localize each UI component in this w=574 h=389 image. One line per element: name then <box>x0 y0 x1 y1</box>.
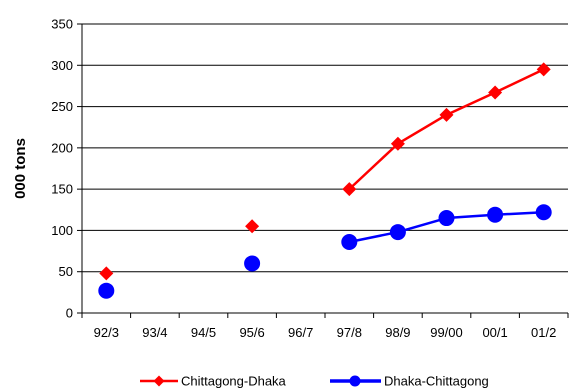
x-tick-label-95-6: 95/6 <box>239 325 264 340</box>
y-tick-label: 50 <box>59 264 73 279</box>
series-dhaka-chittagong <box>98 204 552 299</box>
legend-label-chittagong-dhaka: Chittagong-Dhaka <box>181 374 287 389</box>
legend-marker-chittagong-dhaka <box>153 375 165 387</box>
point-dhaka-chittagong-00-1 <box>487 206 504 223</box>
point-chittagong-dhaka-01-2 <box>536 62 551 77</box>
x-tick-label-00-1: 00/1 <box>482 325 507 340</box>
y-tick-label: 350 <box>51 17 73 32</box>
y-axis-ticks: 0 50 100 150 200 250 300 350 <box>51 17 82 321</box>
x-tick-label-98-9: 98/9 <box>385 325 410 340</box>
legend-label-dhaka-chittagong: Dhaka-Chittagong <box>384 374 489 389</box>
series-chittagong-dhaka <box>99 62 551 281</box>
point-chittagong-dhaka-00-1 <box>488 85 503 100</box>
x-tick-label-93-4: 93/4 <box>142 325 167 340</box>
y-tick-label: 250 <box>51 99 73 114</box>
y-tick-label: 0 <box>66 306 73 321</box>
line-segment-chittagong-dhaka <box>348 142 400 191</box>
point-dhaka-chittagong-99-00 <box>438 210 455 227</box>
line-segment-dhaka-chittagong <box>493 211 545 216</box>
legend-marker-dhaka-chittagong <box>349 375 361 387</box>
line-segment-dhaka-chittagong <box>348 230 400 244</box>
line-segment-chittagong-dhaka <box>493 68 545 94</box>
point-chittagong-dhaka-99-00 <box>439 107 454 122</box>
y-axis-label: 000 tons <box>12 138 29 199</box>
y-tick-label: 100 <box>51 223 73 238</box>
series-layer <box>98 62 552 299</box>
x-axis-ticks: 92/3 93/4 94/5 95/6 96/7 97/8 98/9 99/00 00/1 01/… <box>81 313 569 340</box>
legend: Chittagong-Dhaka Dhaka-Chittagong <box>140 374 489 389</box>
point-dhaka-chittagong-97-8 <box>341 233 358 250</box>
point-dhaka-chittagong-95-6 <box>244 255 261 272</box>
y-tick-label: 200 <box>51 140 73 155</box>
point-chittagong-dhaka-97-8 <box>342 182 357 197</box>
line-segment-chittagong-dhaka <box>445 91 497 117</box>
x-tick-label-94-5: 94/5 <box>191 325 216 340</box>
grid-lines <box>82 23 568 273</box>
point-dhaka-chittagong-92-3 <box>98 282 115 299</box>
legend-item-chittagong-dhaka: Chittagong-Dhaka <box>140 374 287 389</box>
point-dhaka-chittagong-98-9 <box>389 224 406 241</box>
x-tick-label-96-7: 96/7 <box>288 325 313 340</box>
x-tick-label-92-3: 92/3 <box>94 325 119 340</box>
y-tick-label: 150 <box>51 182 73 197</box>
line-segment-chittagong-dhaka <box>396 113 448 145</box>
x-tick-label-99-00: 99/00 <box>430 325 463 340</box>
point-chittagong-dhaka-98-9 <box>390 136 405 151</box>
point-dhaka-chittagong-01-2 <box>535 204 552 221</box>
y-tick-label: 300 <box>51 58 73 73</box>
x-tick-label-97-8: 97/8 <box>337 325 362 340</box>
point-chittagong-dhaka-95-6 <box>245 219 260 234</box>
line-segment-dhaka-chittagong <box>396 216 448 234</box>
point-chittagong-dhaka-92-3 <box>99 266 114 281</box>
x-tick-label-01-2: 01/2 <box>531 325 556 340</box>
legend-item-dhaka-chittagong: Dhaka-Chittagong <box>330 374 489 389</box>
line-segment-dhaka-chittagong <box>445 213 497 220</box>
